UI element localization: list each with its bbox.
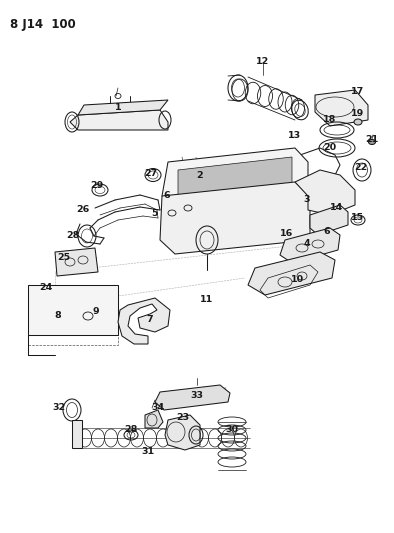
Text: 21: 21	[365, 135, 379, 144]
Text: 1: 1	[115, 103, 121, 112]
Polygon shape	[165, 415, 200, 450]
Text: 9: 9	[93, 308, 99, 317]
Text: 11: 11	[201, 295, 214, 304]
Ellipse shape	[354, 119, 362, 125]
Text: 19: 19	[351, 109, 364, 117]
Polygon shape	[160, 182, 310, 254]
Text: 18: 18	[323, 116, 337, 125]
Text: 24: 24	[39, 284, 53, 293]
Text: 6: 6	[164, 191, 170, 200]
Text: 28: 28	[66, 231, 80, 240]
Text: 33: 33	[191, 391, 203, 400]
Text: 8 J14  100: 8 J14 100	[10, 18, 76, 31]
Text: 16: 16	[281, 230, 294, 238]
Text: 13: 13	[288, 132, 301, 141]
Polygon shape	[178, 157, 292, 198]
Text: 23: 23	[177, 414, 190, 423]
Text: 15: 15	[350, 214, 364, 222]
Polygon shape	[280, 228, 340, 263]
Bar	[28, 285, 118, 335]
Polygon shape	[248, 252, 335, 295]
Text: 7: 7	[147, 316, 153, 325]
Text: 3: 3	[304, 196, 310, 205]
Polygon shape	[310, 205, 348, 235]
Text: 30: 30	[225, 425, 238, 434]
Text: 17: 17	[351, 87, 364, 96]
Text: 26: 26	[76, 206, 89, 214]
Text: 6: 6	[324, 228, 330, 237]
Text: 5: 5	[152, 209, 158, 219]
Text: 14: 14	[331, 204, 344, 213]
Text: 20: 20	[323, 143, 336, 152]
Polygon shape	[118, 298, 170, 344]
Text: 34: 34	[151, 403, 165, 413]
Polygon shape	[70, 110, 168, 130]
Polygon shape	[55, 248, 98, 276]
Text: 10: 10	[290, 276, 303, 285]
Text: 4: 4	[304, 239, 310, 248]
Text: 22: 22	[354, 164, 368, 173]
Text: 12: 12	[256, 58, 269, 67]
Polygon shape	[315, 90, 368, 126]
Text: 2: 2	[197, 172, 203, 181]
Text: 27: 27	[144, 168, 158, 177]
Polygon shape	[162, 148, 308, 210]
Text: 29: 29	[90, 181, 104, 190]
Text: 31: 31	[141, 448, 154, 456]
Polygon shape	[145, 410, 163, 428]
Polygon shape	[295, 170, 355, 215]
Polygon shape	[72, 420, 82, 448]
Text: 8: 8	[55, 311, 61, 320]
Text: 32: 32	[52, 403, 65, 413]
Text: 25: 25	[58, 254, 71, 262]
Text: 28: 28	[125, 425, 138, 434]
Polygon shape	[155, 385, 230, 410]
Ellipse shape	[368, 140, 375, 144]
Polygon shape	[78, 100, 168, 115]
